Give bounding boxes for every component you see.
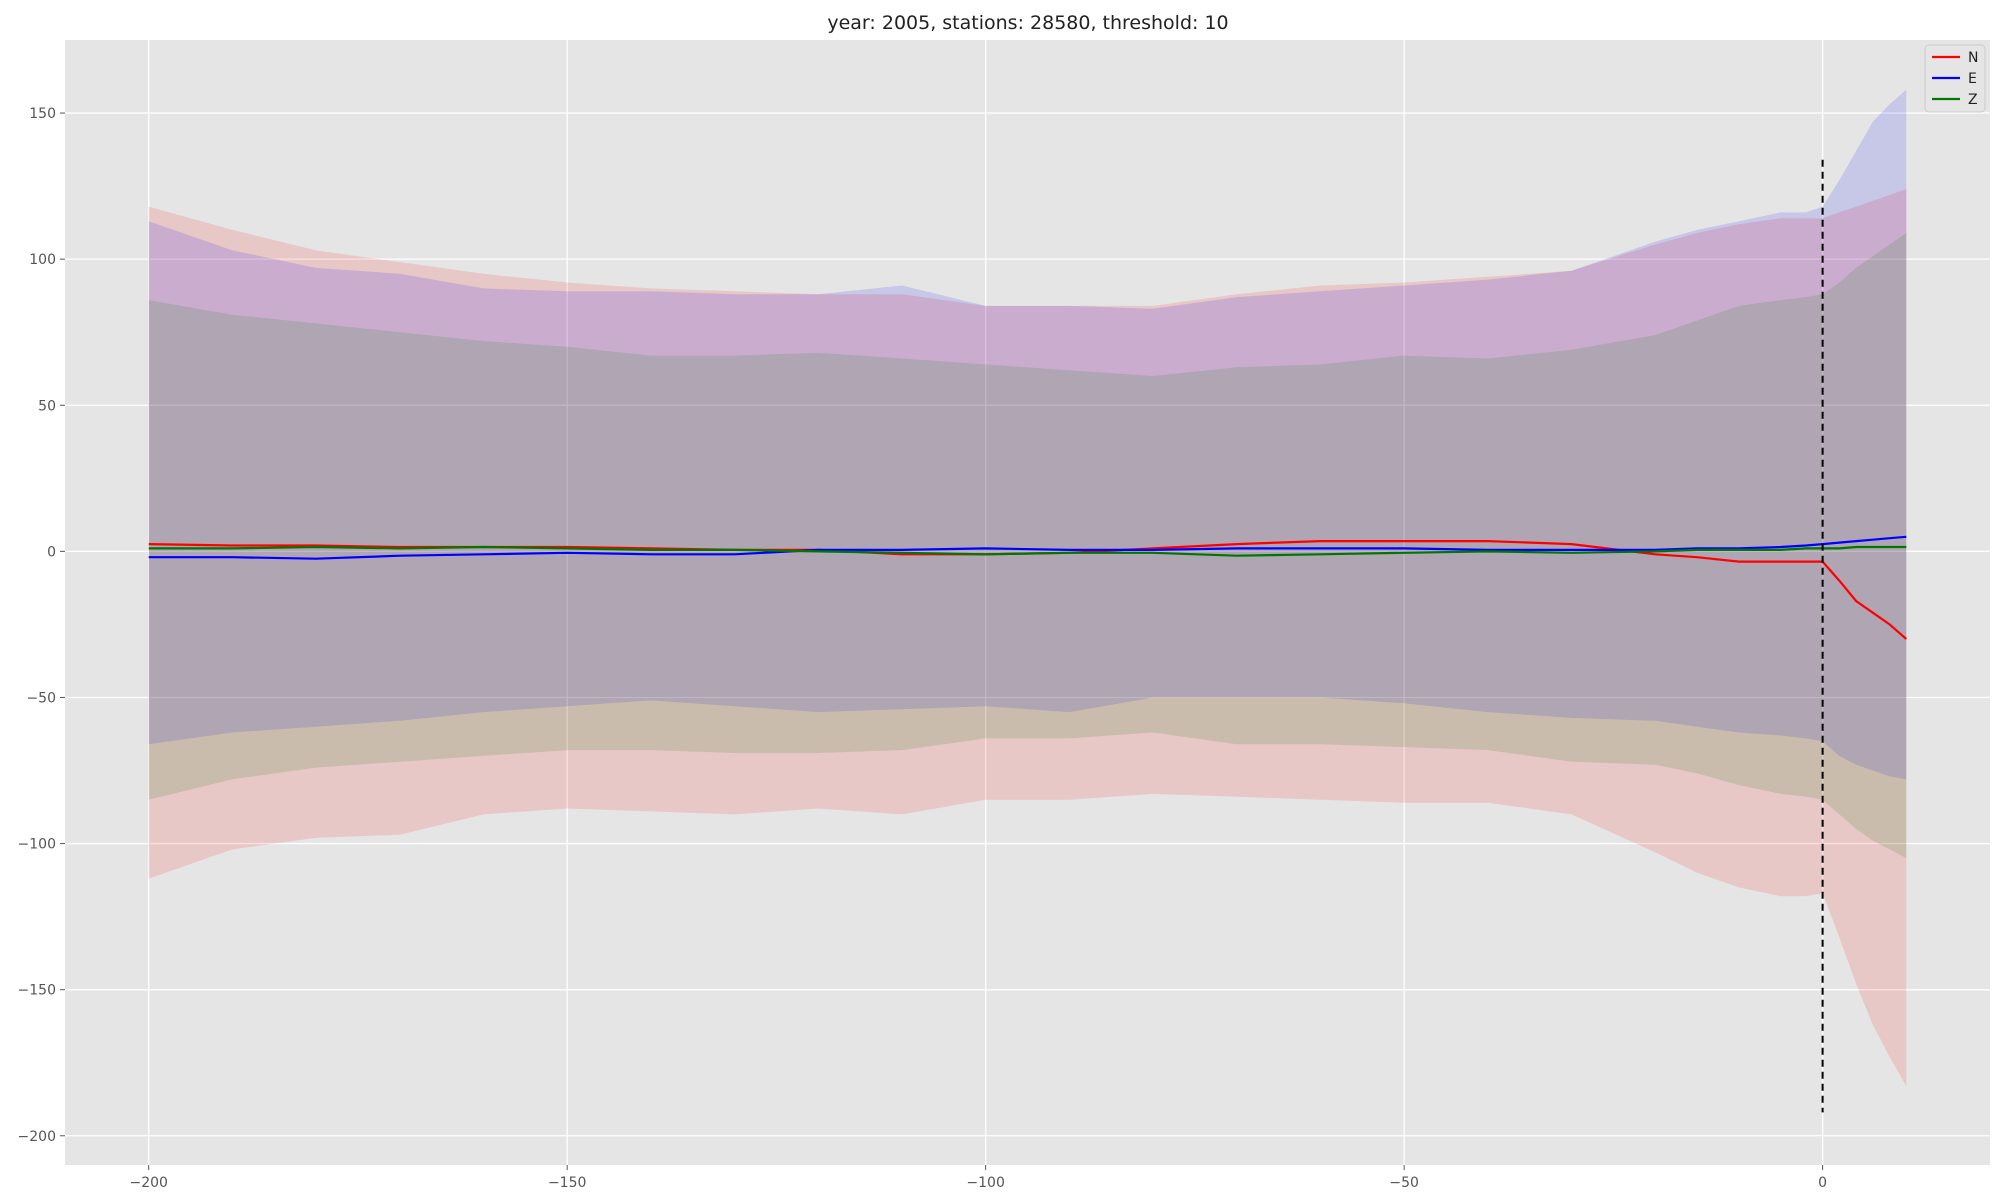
band-layer (148, 89, 1907, 1087)
band-e (148, 89, 1907, 780)
y-tick-label: −50 (26, 690, 56, 706)
chart-title: year: 2005, stations: 28580, threshold: … (827, 12, 1228, 34)
legend: NEZ (1924, 44, 1986, 113)
x-tick-label: −100 (966, 1175, 1004, 1191)
legend-label-z: Z (1968, 92, 1978, 108)
series-line-z (148, 545, 1907, 557)
y-tick-label: −100 (18, 837, 56, 853)
y-tick-label: 0 (47, 544, 56, 560)
x-tick-label: −150 (548, 1175, 586, 1191)
x-tick-label: −200 (129, 1175, 167, 1191)
y-tick-label: −150 (18, 983, 56, 999)
tick-layer: −200 −150 −100 −50 0 −200 −150 −100 −50 0 50 100 150 (18, 106, 1828, 1191)
band-n (148, 189, 1907, 1087)
y-tick-label: 150 (29, 106, 56, 122)
band-z (148, 232, 1907, 859)
plot-background (65, 40, 1990, 1165)
x-tick-label: −50 (1389, 1175, 1419, 1191)
series-line-e (148, 535, 1907, 560)
x-tick-label: 0 (1818, 1175, 1827, 1191)
line-layer (148, 535, 1908, 640)
y-tick-label: 50 (38, 398, 56, 414)
legend-label-e: E (1968, 71, 1977, 87)
y-tick-label: 100 (29, 252, 56, 268)
y-tick-label: −200 (18, 1129, 56, 1145)
legend-label-n: N (1968, 50, 1978, 66)
